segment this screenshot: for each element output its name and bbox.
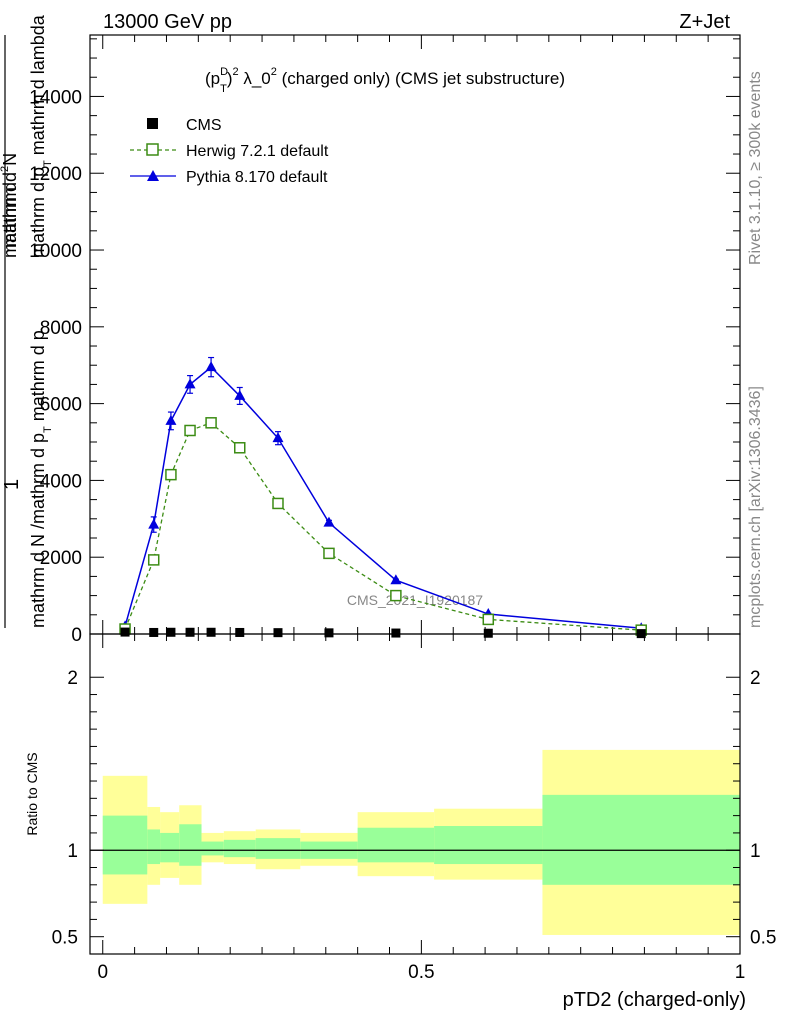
ratio-frame [89,633,741,955]
ratio-band-green [255,838,301,859]
ratio-y-tick-label-right: 1 [750,841,761,862]
ratio-y-tick-label-right: 0.5 [750,928,776,949]
legend: CMS Herwig 7.2.1 default Pythia 8.170 de… [130,117,329,186]
x-axis-label: pTD2 (charged-only) [563,989,746,1011]
ratio-y-tick-label: 0.5 [52,928,78,949]
herwig-line [124,422,642,631]
ylabel-den1: mathrm d N /mathrm d pT mathrm d p [28,330,54,628]
cms-point [149,627,159,637]
cms-point [391,628,401,638]
legend-cms-marker [147,118,158,129]
y-tick-label: 0 [71,625,82,646]
plot-title: (pD T)2 λ_02 (charged only) (CMS jet subs… [205,66,565,95]
ratio-band-green [542,794,740,885]
herwig-point [147,554,160,566]
x-tick-label: 0 [97,962,108,983]
cms-point [166,627,176,637]
cms-point [235,627,245,637]
herwig-point [205,417,217,429]
herwig-point [165,468,177,481]
cms-point [483,628,493,638]
legend-herwig-marker [146,143,159,156]
rivet-label: Rivet 3.1.10, ≥ 300k events [747,71,764,265]
x-tick-label: 0.5 [408,962,434,983]
y-tick-label: 12000 [29,164,82,185]
pythia-point [184,378,196,389]
legend-herwig-label: Herwig 7.2.1 default [186,143,329,160]
main-y-ticks: 0 2000 4000 6000 8000 10000 12000 14000 [29,38,740,646]
ratio-bands [102,749,740,935]
pythia-point [390,574,402,585]
herwig-point [272,497,284,510]
ratio-band-green [201,841,224,856]
ratio-ylabel: Ratio to CMS [24,752,40,835]
pythia-point [165,414,177,425]
pythia-point [323,516,335,527]
main-x-ticks [102,35,741,634]
ratio-band-green [357,827,435,863]
legend-pythia-marker [147,170,159,181]
header-left: 13000 GeV pp [103,11,232,33]
ratio-band-green [147,829,161,865]
herwig-point [234,442,246,454]
pythia-point [234,389,246,400]
cms-point [120,627,130,637]
ratio-band-green [102,815,148,875]
analysis-watermark: CMS_2021_I1920187 [347,592,483,608]
header-right: Z+Jet [679,11,730,33]
herwig-point [482,613,495,626]
ratio-band-green [179,824,202,866]
y-tick-label: 6000 [40,395,82,416]
ratio-y-ticks: 0.5 0.5 1 1 2 2 [52,668,777,948]
cms-point [324,628,334,638]
pythia-point [205,361,217,372]
y-tick-label: 14000 [29,87,82,108]
y-tick-label: 2000 [40,548,82,569]
pythia-line [124,366,642,629]
ratio-band-green [434,826,543,865]
cms-point [273,628,283,638]
ratio-band-green [160,832,180,863]
legend-cms-label: CMS [186,117,222,134]
mcplots-label: mcplots.cern.ch [arXiv:1306.3436] [747,386,764,628]
y-tick-label: 4000 [40,471,82,492]
series-layer [119,356,647,639]
ylabel-num-top: mathrm d [0,182,20,258]
ratio-y-tick-label-right: 2 [750,668,761,689]
cms-point [206,627,216,637]
ratio-y-tick-label: 2 [67,668,78,689]
ylabel-num2: mathrm d2N [0,153,20,248]
main-panel: 0 2000 4000 6000 8000 10000 12000 14000 (pD T)2 … [0,14,741,646]
ylabel-one: 1 [1,479,23,490]
cms-point [185,627,195,637]
y-tick-label: 10000 [29,241,82,262]
pythia-point [148,518,160,529]
ylabel-den2: mathrm d pT mathrm d lambda [28,14,54,258]
herwig-point [184,424,196,437]
ratio-y-tick-label: 1 [67,841,78,862]
ratio-panel: 0.5 0.51 12 2 0 0.5 1 Ratio to CMS pTD2 (char… [24,633,777,1011]
x-tick-label: 1 [735,962,746,983]
ratio-band-green [223,839,256,858]
herwig-point [390,589,402,602]
y-axis-label: 1 mathrm d N /mathrm d pT mathrm d p mat… [0,14,54,628]
y-tick-label: 8000 [40,318,82,339]
pythia-point [272,432,284,443]
legend-pythia-label: Pythia 8.170 default [186,169,328,186]
ratio-x-ticks: 0 0.5 1 [97,634,745,983]
herwig-point [323,547,335,560]
